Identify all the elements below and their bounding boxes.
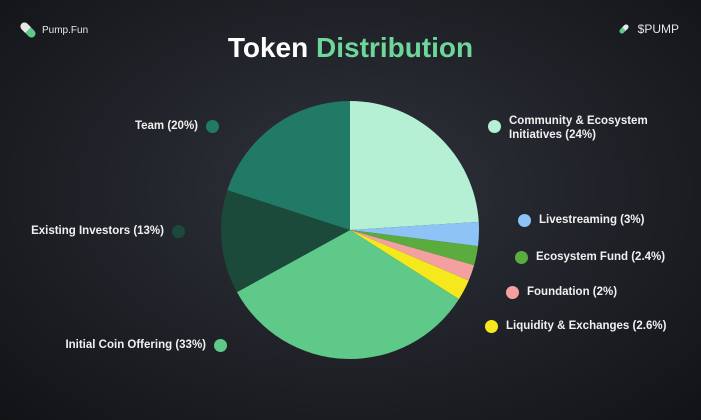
brand-logo: Pump.Fun (18, 20, 88, 40)
legend-label: Livestreaming (3%) (539, 214, 645, 226)
legend-dot (206, 119, 219, 133)
legend-dot (485, 319, 498, 333)
title-part2: Distribution (316, 32, 474, 63)
legend-dot (488, 120, 501, 133)
legend-dot (506, 285, 519, 299)
pie-slice-2 (350, 230, 478, 266)
legend-ecosystem-fund: Ecosystem Fund (2.4%) (515, 250, 665, 264)
legend-ico: Initial Coin Offering (33%) (65, 338, 227, 352)
legend-community: Community & Ecosystem Initiatives (24%) (488, 114, 649, 142)
title-part1: Token (227, 32, 309, 63)
chart-title: Token Distribution (0, 32, 701, 64)
legend-label: Initial Coin Offering (33%) (65, 339, 206, 351)
legend-foundation: Foundation (2%) (506, 285, 617, 299)
legend-liquidity: Liquidity & Exchanges (2.6%) (485, 319, 666, 333)
legend-label: Liquidity & Exchanges (2.6%) (506, 320, 667, 332)
legend-team: Team (20%) (135, 119, 219, 133)
legend-label: Ecosystem Fund (2.4%) (536, 251, 666, 263)
pie-slice-1 (350, 221, 480, 247)
pill-icon (20, 22, 36, 38)
legend-dot (515, 250, 528, 264)
pie-slice-0 (350, 101, 479, 230)
pie-slice-3 (350, 230, 475, 281)
pie-slice-4 (350, 230, 469, 300)
legend-dot (172, 224, 185, 238)
legend-label: Team (20%) (134, 120, 198, 132)
legend-label: Foundation (2%) (527, 286, 618, 298)
pie-slice-7 (227, 101, 350, 230)
ticker-label: $PUMP (637, 22, 679, 36)
legend-label: Community & Ecosystem Initiatives (24%) (509, 115, 648, 141)
ticker: $PUMP (618, 22, 679, 36)
pie-slice-5 (236, 230, 459, 359)
brand-name: Pump.Fun (42, 24, 89, 36)
legend-livestreaming: Livestreaming (3%) (518, 213, 644, 227)
legend-label: Existing Investors (13%) (31, 225, 164, 237)
pie-slice-6 (221, 190, 350, 293)
legend-existing-investors: Existing Investors (13%) (31, 224, 185, 238)
legend-dot (214, 338, 227, 352)
pill-icon (619, 24, 629, 34)
legend-dot (518, 213, 531, 227)
